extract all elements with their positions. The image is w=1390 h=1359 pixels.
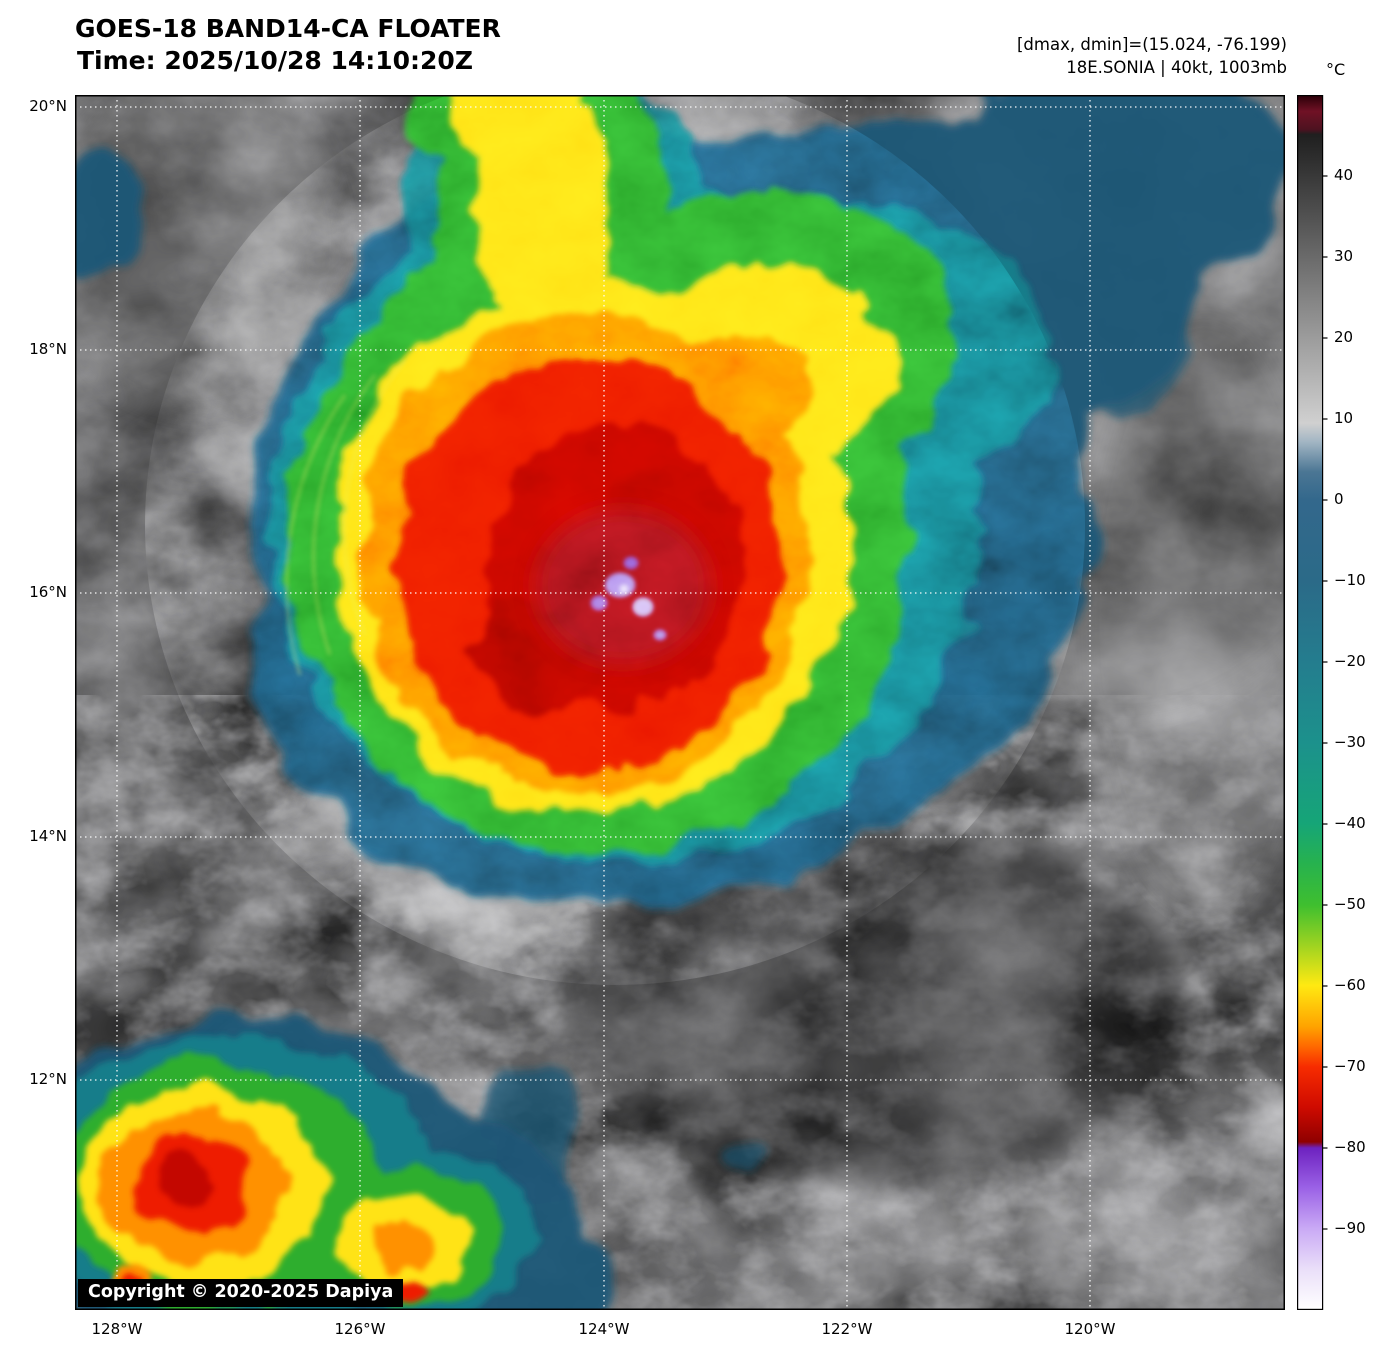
lon-label: 128°W (91, 1320, 143, 1338)
colorbar-gradient (1297, 95, 1324, 1310)
colorbar-tick-label: −60 (1334, 976, 1366, 994)
storm-id-readout: 18E.SONIA | 40kt, 1003mb (1066, 58, 1287, 77)
colorbar-tick-label: −90 (1334, 1219, 1366, 1237)
lat-label: 14°N (29, 827, 67, 845)
colorbar-tick-label: −10 (1334, 571, 1366, 589)
colorbar-tick-label: −50 (1334, 895, 1366, 913)
colorbar-tick-label: 20 (1334, 328, 1354, 346)
lat-label: 18°N (29, 340, 67, 358)
dmax-dmin-readout: [dmax, dmin]=(15.024, -76.199) (1017, 35, 1287, 54)
figure-title: GOES-18 BAND14-CA FLOATER (75, 14, 501, 43)
satellite-map-image (75, 95, 1285, 1310)
colorbar-unit-label: °C (1326, 60, 1346, 79)
lon-label: 126°W (334, 1320, 386, 1338)
colorbar-tick-label: −80 (1334, 1138, 1366, 1156)
lat-label: 16°N (29, 583, 67, 601)
grid-lines (75, 95, 1285, 1310)
colorbar-tick-label: −30 (1334, 733, 1366, 751)
header-right-info: [dmax, dmin]=(15.024, -76.199) 18E.SONIA… (1017, 33, 1287, 79)
colorbar-tick-label: −70 (1334, 1057, 1366, 1075)
copyright-badge: Copyright © 2020-2025 Dapiya (78, 1279, 404, 1307)
colorbar-tick-label: −20 (1334, 652, 1366, 670)
colorbar-tick-label: 30 (1334, 247, 1354, 265)
map-border (75, 95, 1285, 1310)
colorbar-tick-label: −40 (1334, 814, 1366, 832)
colorbar-tick-label: 0 (1334, 490, 1344, 508)
lat-label: 20°N (29, 97, 67, 115)
lat-label: 12°N (29, 1070, 67, 1088)
colorbar-tick-label: 10 (1334, 409, 1354, 427)
lon-label: 124°W (578, 1320, 630, 1338)
colorbar (1297, 95, 1328, 1310)
colorbar-ticks (1323, 175, 1328, 1230)
figure-time: Time: 2025/10/28 14:10:20Z (77, 46, 473, 75)
colorbar-tick-label: 40 (1334, 166, 1354, 184)
lon-label: 122°W (821, 1320, 873, 1338)
lon-label: 120°W (1064, 1320, 1116, 1338)
